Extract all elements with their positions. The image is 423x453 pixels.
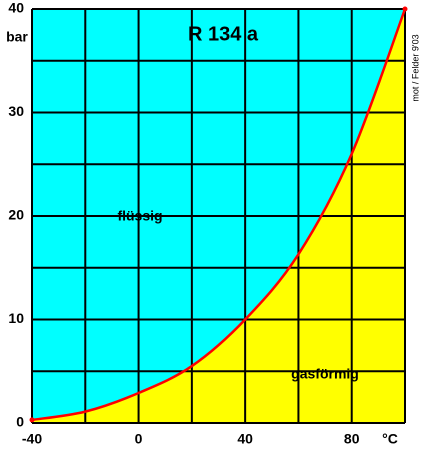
x-tick-label: 0	[135, 431, 143, 447]
y-unit: bar	[6, 29, 28, 45]
liquid-label: flüssig	[117, 208, 162, 224]
y-tick-label: 40	[8, 0, 24, 16]
chart-title: R 134 a	[188, 23, 259, 45]
credit: mot / Felder 9'03	[410, 34, 420, 101]
x-tick-label: 80	[344, 431, 360, 447]
end-point	[29, 417, 35, 423]
y-tick-label: 30	[8, 103, 24, 119]
x-tick-label: -40	[22, 431, 42, 447]
curve	[31, 8, 407, 422]
y-tick-label: 20	[8, 207, 24, 223]
plot-area	[31, 8, 406, 424]
x-tick-label: 40	[237, 431, 253, 447]
gas-label: gasförmig	[291, 366, 359, 382]
y-tick-label: 0	[16, 414, 24, 430]
end-point	[402, 6, 408, 12]
y-tick-label: 10	[8, 310, 24, 326]
x-unit: °C	[382, 431, 398, 447]
